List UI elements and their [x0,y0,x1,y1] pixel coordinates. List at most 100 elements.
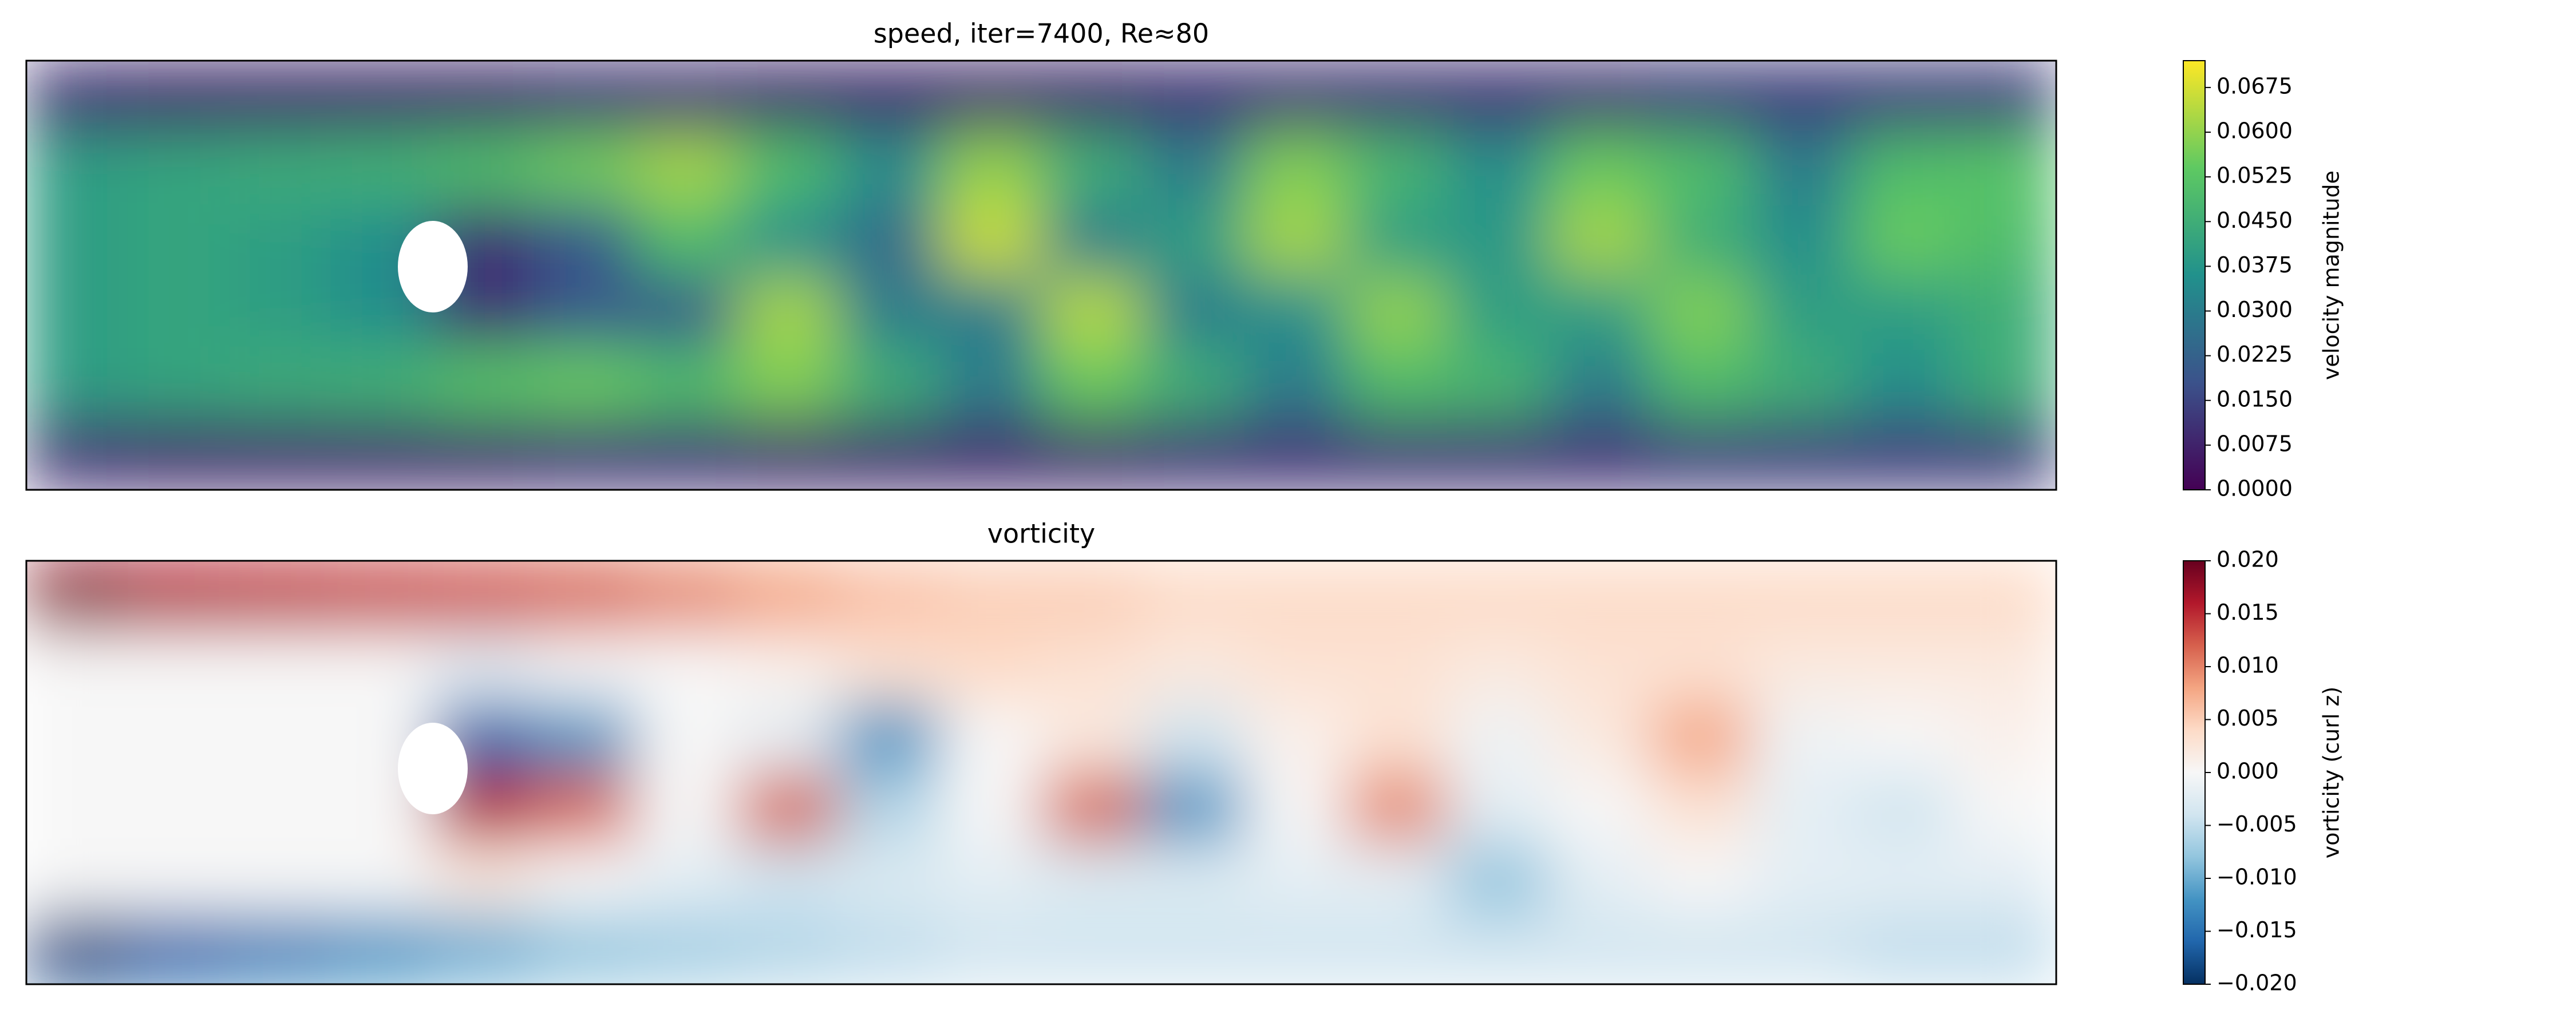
heatmap-cell [1853,347,1955,419]
heatmap-cell [1041,418,1144,490]
heatmap-cell [1244,913,1346,984]
heatmap-cell [838,132,941,204]
heatmap-cell [939,772,1042,844]
heatmap-cell [432,132,535,204]
heatmap-cell [330,631,433,703]
heatmap-panel [26,61,2056,490]
heatmap-cell [1447,913,1550,984]
heatmap-cell [1853,61,1955,133]
heatmap-cell [1650,204,1753,276]
heatmap-cell [1447,418,1550,490]
heatmap-cell [330,561,433,632]
heatmap-cell [939,347,1042,419]
heatmap-cell [1041,275,1144,347]
heatmap-cell [838,702,941,773]
heatmap-cell [1853,561,1955,632]
heatmap-cell [838,631,941,703]
heatmap-cell [635,61,738,133]
heatmap-cell [534,61,636,133]
colorbar-tick-label: 0.0000 [2217,476,2293,501]
heatmap-cell [1041,561,1144,632]
heatmap-cell [1954,347,2056,419]
heatmap-cell [1752,913,1854,984]
heatmap-cell [1650,561,1753,632]
heatmap-cell [128,61,230,133]
heatmap-cell [1244,347,1346,419]
heatmap-cell [432,631,535,703]
colorbar-tick-label: 0.0525 [2217,163,2293,188]
heatmap-cell [737,61,839,133]
heatmap-cell [635,702,738,773]
heatmap-cell [1853,913,1955,984]
heatmap-cell [1143,913,1245,984]
heatmap-cell [1853,204,1955,276]
heatmap-cell [838,418,941,490]
colorbar-tick-label: −0.020 [2217,970,2297,996]
heatmap-cell [229,772,331,844]
heatmap-cell [1650,631,1753,703]
heatmap-cell [1041,631,1144,703]
heatmap-cell [26,702,129,773]
heatmap-cell [1143,132,1245,204]
heatmap-cell [1548,772,1651,844]
heatmap-cell [635,418,738,490]
heatmap-cell [737,418,839,490]
heatmap-cell [1345,132,1448,204]
heatmap-cell [1041,132,1144,204]
heatmap-cell [838,843,941,914]
heatmap-cell [1548,275,1651,347]
heatmap-cell [1548,347,1651,419]
heatmap-cell [128,275,230,347]
heatmap-cell [1752,61,1854,133]
heatmap-cell [1244,132,1346,204]
heatmap-cell [1954,132,2056,204]
heatmap-cell [737,772,839,844]
heatmap-cell [534,132,636,204]
cylinder [398,723,468,814]
heatmap-cell [26,418,129,490]
colorbar-tick-label: −0.005 [2217,811,2297,837]
colorbar-tick-label: 0.0225 [2217,342,2293,367]
heatmap-cell [26,275,129,347]
heatmap-cell [229,347,331,419]
heatmap-cell [1345,275,1448,347]
colorbar-tick-label: 0.0150 [2217,386,2293,411]
heatmap-cell [838,772,941,844]
heatmap-cell [229,913,331,984]
heatmap-cell [1447,347,1550,419]
heatmap-cell [534,913,636,984]
colorbar-tick-label: 0.020 [2217,547,2279,572]
heatmap-cell [330,418,433,490]
heatmap-panel [26,561,2056,984]
heatmap-cell [737,843,839,914]
heatmap-cell [1752,561,1854,632]
heatmap-cell [635,843,738,914]
heatmap-cell [432,843,535,914]
heatmap-cell [939,204,1042,276]
heatmap-cell [635,347,738,419]
heatmap-cell [1447,702,1550,773]
heatmap-cell [1954,204,2056,276]
colorbar-tick-label: 0.0600 [2217,118,2293,144]
heatmap-cell [1548,61,1651,133]
colorbar-tick-label: 0.000 [2217,759,2279,784]
heatmap-cell [1143,702,1245,773]
heatmap-cell [939,843,1042,914]
heatmap-cell [737,561,839,632]
heatmap-cell [1650,913,1753,984]
heatmap-cell [1954,418,2056,490]
heatmap-cell [1954,561,2056,632]
heatmap-cell [1041,913,1144,984]
heatmap-cell [737,275,839,347]
heatmap-cell [534,772,636,844]
heatmap-cell [737,204,839,276]
heatmap-cell [26,347,129,419]
heatmap-cell [737,132,839,204]
heatmap-cell [432,561,535,632]
heatmap-cell [330,913,433,984]
heatmap-cell [838,561,941,632]
colorbar-tick-label: 0.015 [2217,600,2279,625]
heatmap-cell [1244,843,1346,914]
heatmap-cell [1853,702,1955,773]
heatmap-cell [534,347,636,419]
